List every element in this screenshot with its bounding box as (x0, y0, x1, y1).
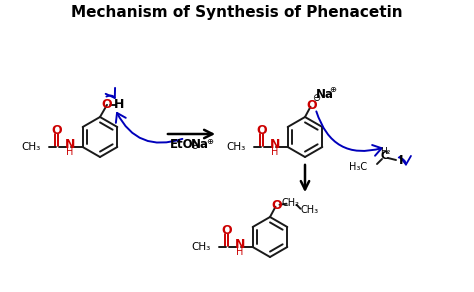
Text: H₂: H₂ (380, 147, 390, 156)
Text: CH₃: CH₃ (21, 142, 41, 152)
Text: H: H (271, 147, 278, 157)
Text: H: H (66, 147, 73, 157)
Text: H: H (236, 247, 243, 257)
Text: CH₃: CH₃ (227, 142, 246, 152)
Text: ⊖: ⊖ (312, 93, 320, 103)
Text: I: I (399, 154, 403, 168)
Text: ⊖: ⊖ (190, 141, 198, 151)
Text: O: O (221, 223, 232, 237)
Text: EtO: EtO (170, 138, 194, 150)
Text: H: H (114, 98, 124, 111)
Text: C: C (381, 151, 389, 161)
Text: CH₂: CH₂ (282, 198, 300, 208)
Text: N: N (270, 138, 280, 152)
Text: Na: Na (316, 88, 334, 101)
Text: O: O (102, 98, 112, 111)
Text: Na: Na (191, 138, 209, 150)
Text: Mechanism of Synthesis of Phenacetin: Mechanism of Synthesis of Phenacetin (71, 4, 403, 20)
Text: O: O (51, 124, 62, 136)
Text: O: O (271, 199, 282, 212)
Text: H₃C: H₃C (349, 162, 367, 172)
Text: O: O (256, 124, 267, 136)
Text: ⊕: ⊕ (207, 136, 213, 145)
Text: ⊕: ⊕ (329, 85, 336, 94)
Text: CH₃: CH₃ (301, 205, 319, 215)
Text: CH₃: CH₃ (191, 242, 210, 252)
Text: O: O (306, 99, 317, 112)
Text: N: N (64, 138, 75, 152)
Text: N: N (235, 239, 245, 251)
